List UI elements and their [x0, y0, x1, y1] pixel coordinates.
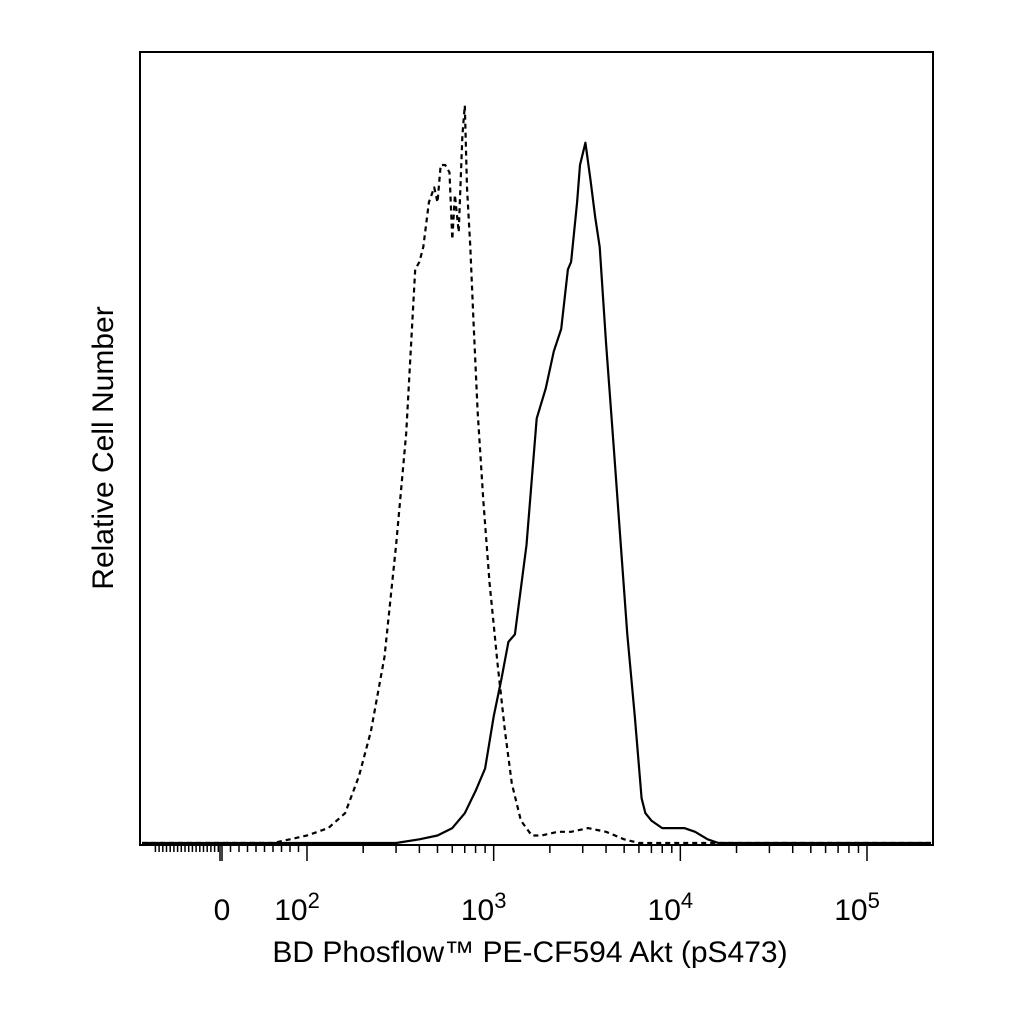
- x-tick-label: 103: [461, 888, 507, 927]
- x-axis-ticks: [140, 844, 933, 861]
- x-axis-tick-labels: 0 102 103 104 105: [214, 888, 880, 927]
- x-axis-label: BD Phosflow™ PE-CF594 Akt (pS473): [272, 936, 787, 969]
- series-solid-line: [142, 141, 931, 845]
- x-tick-label: 104: [648, 888, 694, 927]
- series-dashed-line: [142, 104, 931, 845]
- series-layer: [142, 104, 931, 845]
- x-tick-label: 0: [214, 894, 231, 927]
- y-axis-label: Relative Cell Number: [87, 306, 120, 589]
- x-tick-label: 105: [834, 888, 880, 927]
- x-tick-label: 102: [274, 888, 320, 927]
